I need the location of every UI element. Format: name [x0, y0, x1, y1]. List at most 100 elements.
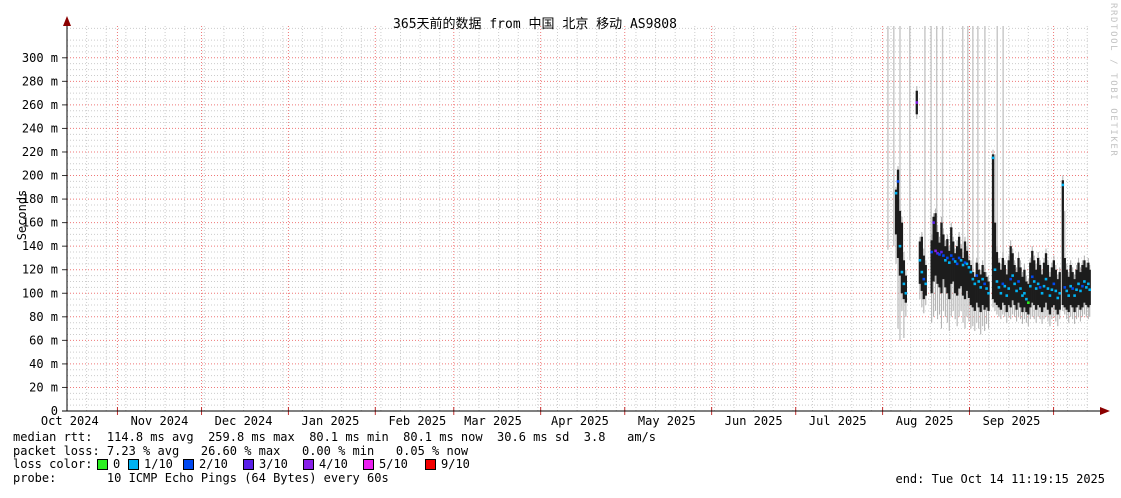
y-axis-tick-label: 200 m — [22, 169, 58, 183]
median-point — [951, 257, 955, 261]
loss-color-swatch — [303, 459, 314, 470]
median-point — [1075, 288, 1078, 292]
x-axis-label: Dec 2024 — [215, 414, 273, 428]
median-point — [1071, 287, 1074, 290]
x-axis-label: Oct 2024 — [41, 414, 99, 428]
x-axis-label: Sep 2025 — [983, 414, 1041, 428]
legend-loss-color-label: loss color: — [13, 457, 93, 471]
median-point — [940, 250, 943, 254]
median-point — [991, 156, 995, 160]
median-point — [1050, 288, 1054, 292]
median-point — [1025, 297, 1028, 301]
median-point — [1054, 289, 1058, 293]
median-point — [932, 221, 935, 224]
y-axis-tick-label: 60 m — [29, 333, 58, 347]
median-point — [898, 244, 902, 248]
loss-color-swatch — [183, 459, 194, 470]
legend-probe: probe: 10 ICMP Echo Pings (64 Bytes) eve… — [13, 471, 389, 485]
median-point — [997, 286, 1001, 289]
y-axis-tick-label: 220 m — [22, 145, 58, 159]
x-axis-label: Aug 2025 — [896, 414, 954, 428]
loss-legend-item: 3/10 — [243, 458, 288, 471]
y-axis-tick-label: 140 m — [22, 239, 58, 253]
median-point — [953, 260, 957, 263]
median-point — [900, 270, 904, 274]
median-point — [977, 280, 981, 283]
median-point — [1001, 282, 1005, 286]
y-axis-tick-label: 240 m — [22, 121, 58, 135]
legend-packet-loss: packet loss: 7.23 % avg 26.60 % max 0.00… — [13, 444, 469, 458]
x-axis-label: Jun 2025 — [725, 414, 783, 428]
median-point — [1036, 282, 1040, 286]
y-axis-tick-label: 160 m — [22, 216, 58, 230]
y-axis-tick-label: 80 m — [29, 310, 58, 324]
median-point — [975, 274, 979, 277]
median-point — [938, 253, 941, 256]
median-point — [1067, 294, 1070, 297]
loss-legend-item: 9/10 — [425, 458, 470, 471]
loss-color-swatch — [243, 459, 254, 470]
median-point — [959, 258, 963, 262]
x-axis-label: May 2025 — [638, 414, 696, 428]
legend-end-timestamp: end: Tue Oct 14 11:19:15 2025 — [895, 472, 1105, 486]
loss-color-value: 9/10 — [441, 457, 470, 471]
x-axis-label: Nov 2024 — [131, 414, 189, 428]
y-axis-tick-label: 260 m — [22, 98, 58, 112]
median-point — [904, 291, 908, 295]
median-point — [957, 256, 961, 260]
y-axis-tick-label: 180 m — [22, 192, 58, 206]
median-point — [1029, 284, 1032, 288]
median-point — [944, 258, 947, 262]
loss-color-swatch — [363, 459, 374, 470]
median-point — [985, 287, 988, 290]
median-point — [1056, 296, 1060, 300]
loss-color-value: 5/10 — [379, 457, 408, 471]
median-point — [1003, 284, 1007, 288]
y-axis-tick-label: 280 m — [22, 74, 58, 88]
median-point — [1073, 294, 1076, 297]
median-point — [1044, 277, 1048, 281]
median-point — [1069, 284, 1072, 288]
x-axis-label: Jul 2025 — [809, 414, 867, 428]
median-point — [948, 261, 951, 264]
median-point — [1063, 286, 1067, 289]
median-point — [942, 254, 945, 257]
loss-color-value: 0 — [113, 457, 121, 471]
y-axis-tick-label: 300 m — [22, 51, 58, 65]
median-point — [995, 280, 999, 283]
median-point — [1017, 280, 1020, 283]
median-point — [999, 291, 1003, 295]
median-point — [1032, 280, 1036, 283]
median-point — [1087, 282, 1090, 286]
median-point — [1005, 294, 1009, 297]
median-point — [955, 262, 959, 266]
median-point — [930, 250, 933, 254]
median-point — [987, 291, 990, 295]
median-point — [1065, 289, 1069, 293]
x-axis-arrow — [1100, 407, 1110, 415]
median-point — [1040, 291, 1044, 295]
median-point — [1085, 286, 1088, 289]
loss-color-value: 2/10 — [199, 457, 228, 471]
median-point — [1034, 287, 1038, 290]
y-axis-tick-label: 40 m — [29, 357, 58, 371]
median-point — [1088, 288, 1092, 292]
median-point — [1011, 274, 1014, 277]
median-point — [973, 282, 977, 286]
median-point — [993, 268, 997, 272]
median-point — [1038, 286, 1042, 289]
median-point — [949, 254, 953, 257]
y-axis-tick-label: 20 m — [29, 380, 58, 394]
x-axis-label: Apr 2025 — [551, 414, 609, 428]
median-point — [1052, 282, 1056, 286]
median-point — [920, 270, 924, 274]
median-point — [981, 277, 984, 281]
median-point — [1058, 291, 1062, 295]
loss-legend-item: 0 — [97, 458, 120, 471]
loss-legend-item: 5/10 — [363, 458, 408, 471]
median-point — [1021, 294, 1024, 297]
loss-color-value: 4/10 — [319, 457, 348, 471]
x-axis-label: Jan 2025 — [302, 414, 360, 428]
